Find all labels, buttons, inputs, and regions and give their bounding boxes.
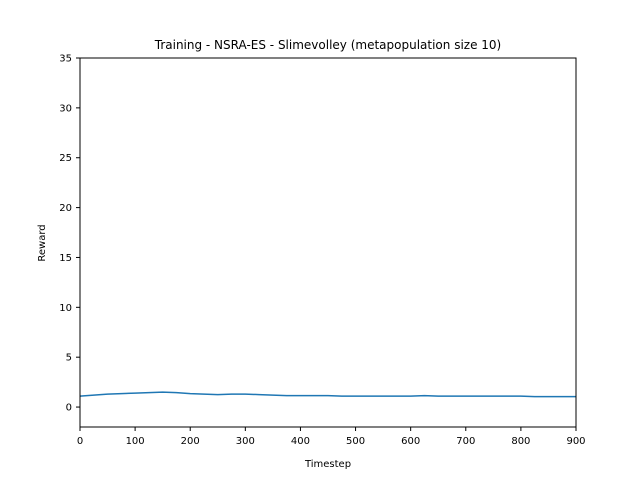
x-tick-label: 600 (401, 436, 420, 447)
y-tick-label: 0 (66, 403, 72, 414)
y-tick-label: 35 (59, 54, 72, 65)
x-tick-label: 900 (566, 436, 585, 447)
x-tick-label: 500 (346, 436, 365, 447)
x-tick-label: 200 (181, 436, 200, 447)
x-tick-label: 100 (126, 436, 145, 447)
x-axis: 0 100 200 300 400 500 600 700 800 900 (77, 427, 586, 447)
x-axis-label: Timestep (304, 459, 351, 470)
y-tick-label: 10 (59, 303, 72, 314)
chart-title: Training - NSRA-ES - Slimevolley (metapo… (154, 38, 501, 52)
x-tick-label: 800 (511, 436, 530, 447)
series-line-0 (79, 391, 576, 398)
y-tick-label: 20 (59, 203, 72, 214)
x-tick-label: 700 (456, 436, 475, 447)
y-tick-label: 30 (59, 103, 72, 114)
x-tick-label: 400 (291, 436, 310, 447)
y-tick-label: 25 (59, 153, 72, 164)
y-axis: 0 5 10 15 20 25 30 35 (59, 54, 80, 414)
plot-frame (79, 57, 577, 428)
x-tick-label: 300 (236, 436, 255, 447)
y-axis-label: Reward (37, 224, 48, 261)
y-tick-label: 15 (59, 253, 72, 264)
series-layer (79, 391, 576, 398)
y-tick-label: 5 (66, 353, 72, 364)
x-tick-label: 0 (77, 436, 83, 447)
